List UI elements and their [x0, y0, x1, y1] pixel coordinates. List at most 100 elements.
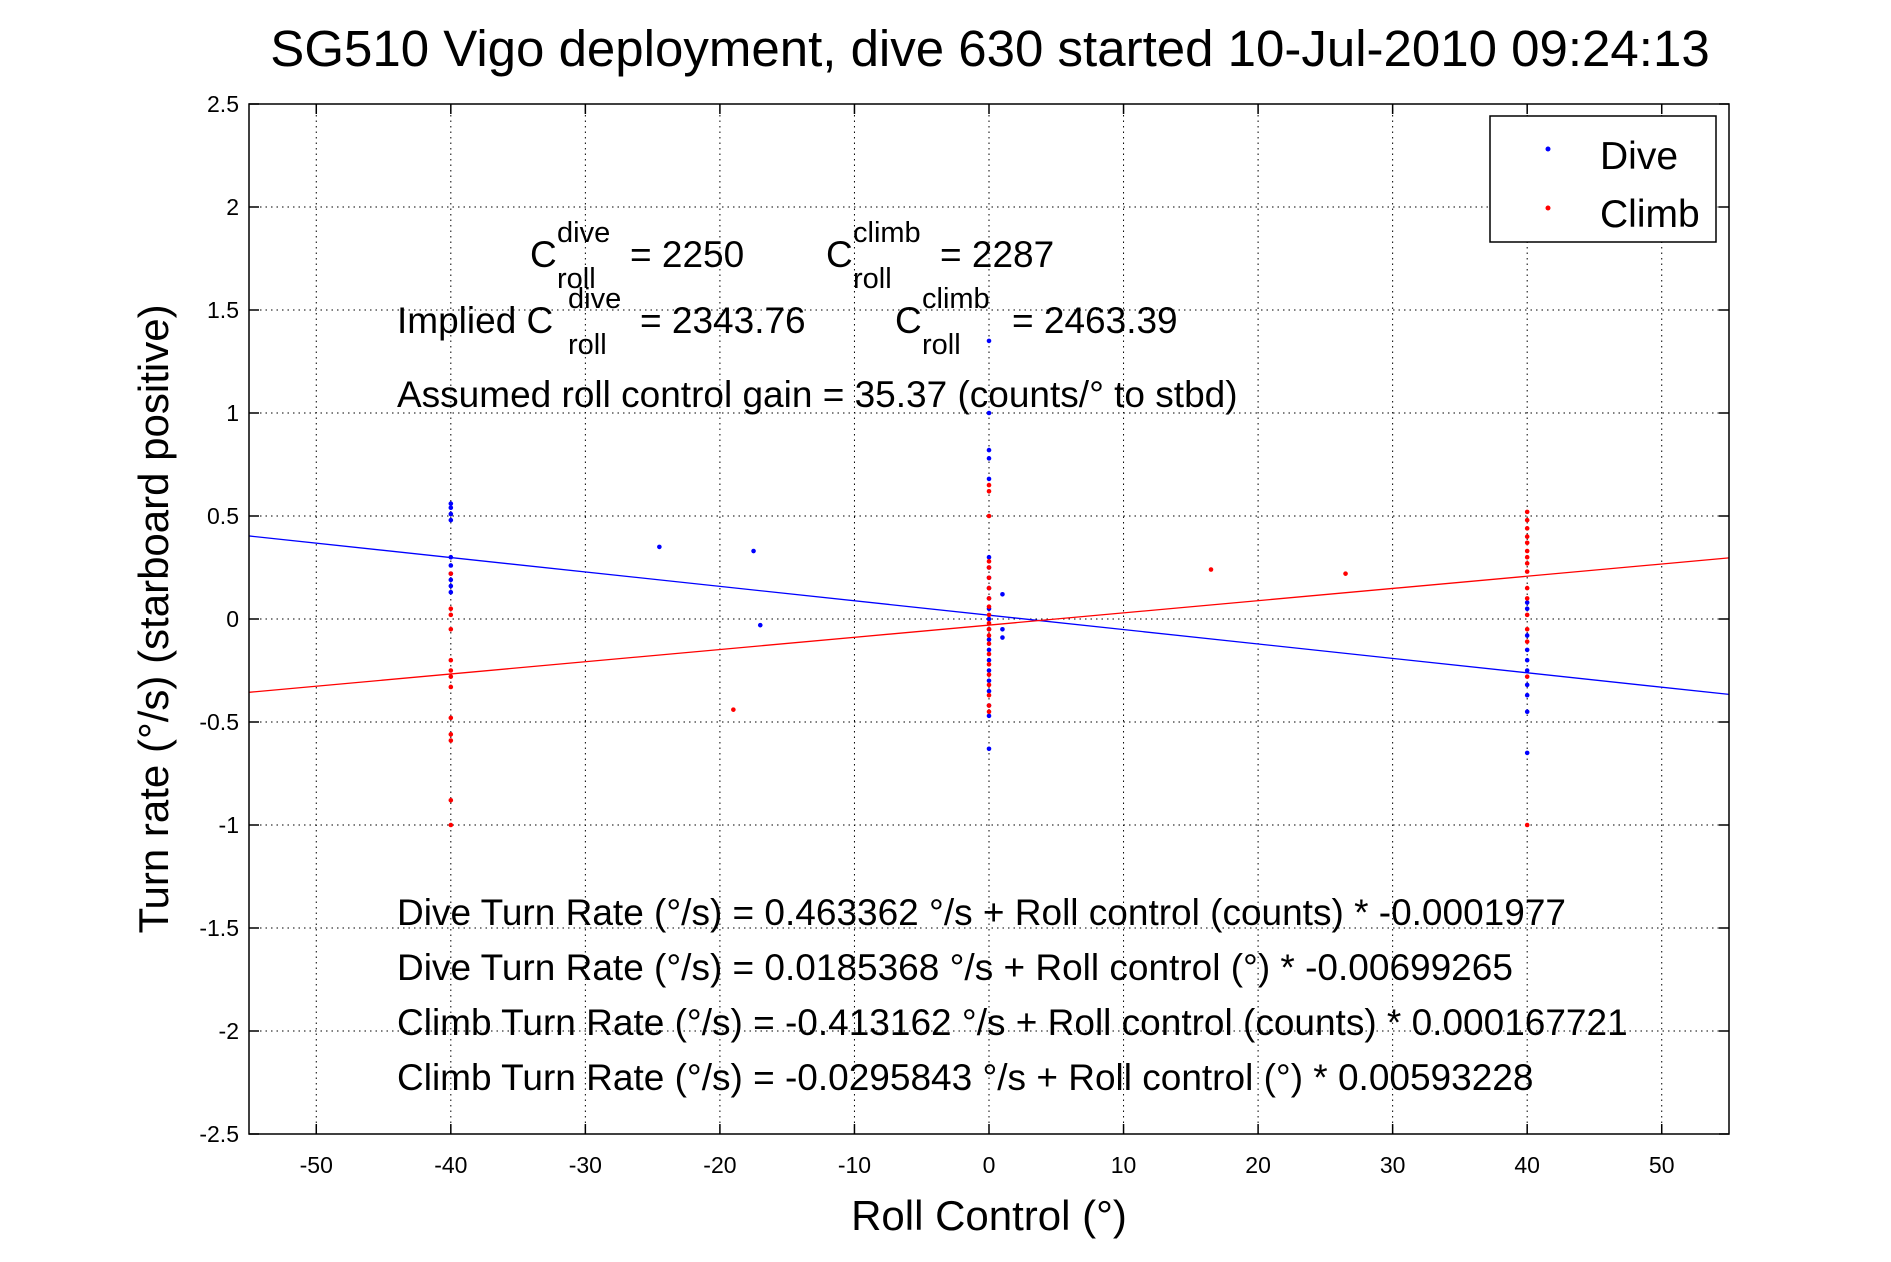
climb-points	[448, 482, 1530, 828]
climb-point	[986, 596, 992, 601]
dive-point	[448, 589, 454, 595]
dive-point	[986, 616, 992, 622]
fit-equations: Dive Turn Rate (°/s) = 0.463362 °/s + Ro…	[397, 892, 1628, 1098]
x-axis-label: Roll Control (°)	[851, 1192, 1127, 1239]
climb-point	[986, 612, 992, 618]
climb-point	[448, 797, 454, 803]
climb-point	[1524, 526, 1530, 531]
x-tick-label: -10	[838, 1152, 871, 1178]
y-tick-label: 1	[226, 400, 239, 426]
climb-point	[986, 565, 992, 570]
climb-point	[1524, 627, 1530, 632]
climb-point	[1524, 540, 1530, 546]
climb-point	[448, 627, 454, 632]
dive-point	[986, 746, 992, 752]
c-roll-dive-prefix: C	[530, 234, 557, 275]
legend-dive-label: Dive	[1600, 135, 1678, 178]
x-tick-label: 40	[1514, 1152, 1540, 1178]
dive-point	[986, 554, 992, 560]
climb-point	[1524, 554, 1530, 560]
climb-point	[1524, 534, 1530, 539]
climb-point	[986, 682, 992, 688]
climb-point	[986, 482, 992, 488]
dive-point	[1000, 635, 1005, 640]
dive-point	[1000, 591, 1005, 597]
dive-point	[986, 688, 992, 694]
x-tick-labels: -50 -40 -30 -20 -10 0 10 20 30 40 50	[300, 1152, 1675, 1178]
dive-point	[1000, 627, 1005, 632]
c-roll-dive-sup: dive	[557, 217, 610, 249]
dive-point	[986, 447, 992, 453]
x-tick-label: -40	[434, 1152, 467, 1178]
x-tick-label: 20	[1245, 1152, 1271, 1178]
climb-point	[986, 662, 992, 667]
x-tick-label: -20	[703, 1152, 736, 1178]
plot-frame	[248, 103, 1730, 1135]
y-tick-label: 2	[226, 194, 239, 220]
implied-dive-annotation: Implied C dive roll = 2343.76	[397, 283, 806, 361]
dive-point	[751, 548, 756, 554]
climb-point	[986, 620, 992, 626]
implied-climb-sub: roll	[922, 329, 961, 361]
dive-point	[986, 637, 992, 642]
climb-point	[986, 627, 992, 632]
dive-point	[986, 668, 992, 673]
grid-lines	[249, 103, 1729, 1135]
x-tick-label: 10	[1111, 1152, 1137, 1178]
c-roll-climb-sub: roll	[853, 263, 892, 295]
dive-point	[1524, 709, 1530, 714]
dive-point	[1524, 600, 1530, 605]
climb-point	[1524, 612, 1530, 618]
y-tick-label: -1.5	[199, 915, 239, 941]
x-tick-label: 50	[1649, 1152, 1675, 1178]
dive-point	[986, 338, 992, 344]
y-tick-label: 0	[226, 606, 239, 632]
climb-point	[731, 707, 736, 712]
dive-point	[448, 563, 454, 568]
y-tick-label: -1	[219, 812, 239, 838]
climb-point	[448, 715, 454, 721]
c-roll-climb-annotation: C climb roll = 2287	[826, 217, 1054, 295]
implied-climb-prefix: C	[895, 300, 922, 341]
climb-point	[986, 488, 992, 494]
climb-point	[986, 692, 992, 698]
roll-gain-annotation: Assumed roll control gain = 35.37 (count…	[397, 374, 1238, 415]
dive-point	[986, 647, 992, 653]
c-roll-dive-sub: roll	[557, 263, 596, 295]
climb-point	[986, 575, 992, 581]
implied-climb-annotation: C climb roll = 2463.39	[895, 283, 1178, 361]
x-tick-label: -50	[300, 1152, 333, 1178]
dive-point	[986, 476, 992, 482]
climb-point	[448, 822, 454, 828]
climb-point	[986, 703, 992, 708]
implied-dive-value: = 2343.76	[640, 300, 806, 341]
dive-point	[986, 410, 992, 416]
dive-point	[986, 678, 992, 684]
c-roll-dive-value: = 2250	[630, 234, 744, 275]
climb-point	[448, 612, 454, 618]
x-tick-label: 30	[1380, 1152, 1406, 1178]
climb-point	[986, 709, 992, 714]
y-axis-label: Turn rate (°/s) (starboard positive)	[130, 304, 177, 933]
climb-point	[986, 585, 992, 591]
implied-dive-sub: roll	[568, 329, 607, 361]
y-tick-label: 2.5	[207, 91, 239, 117]
climb-point	[986, 672, 992, 677]
dive-point	[448, 554, 454, 560]
y-tick-label: 0.5	[207, 503, 239, 529]
fit-equation-line: Dive Turn Rate (°/s) = 0.0185368 °/s + R…	[397, 947, 1513, 988]
data-points	[448, 338, 1530, 828]
x-tick-label: 0	[983, 1152, 996, 1178]
c-roll-climb-prefix: C	[826, 234, 853, 275]
dive-point	[1524, 657, 1530, 663]
legend-climb-label: Climb	[1600, 193, 1700, 236]
dive-point	[986, 713, 992, 719]
implied-dive-prefix: Implied C	[397, 300, 553, 341]
fit-equation-line: Dive Turn Rate (°/s) = 0.463362 °/s + Ro…	[397, 892, 1566, 933]
climb-point	[1524, 822, 1530, 828]
climb-point	[448, 684, 454, 690]
implied-climb-sup: climb	[922, 283, 990, 315]
legend-climb-marker	[1545, 205, 1551, 211]
chart-title: SG510 Vigo deployment, dive 630 started …	[270, 20, 1709, 77]
